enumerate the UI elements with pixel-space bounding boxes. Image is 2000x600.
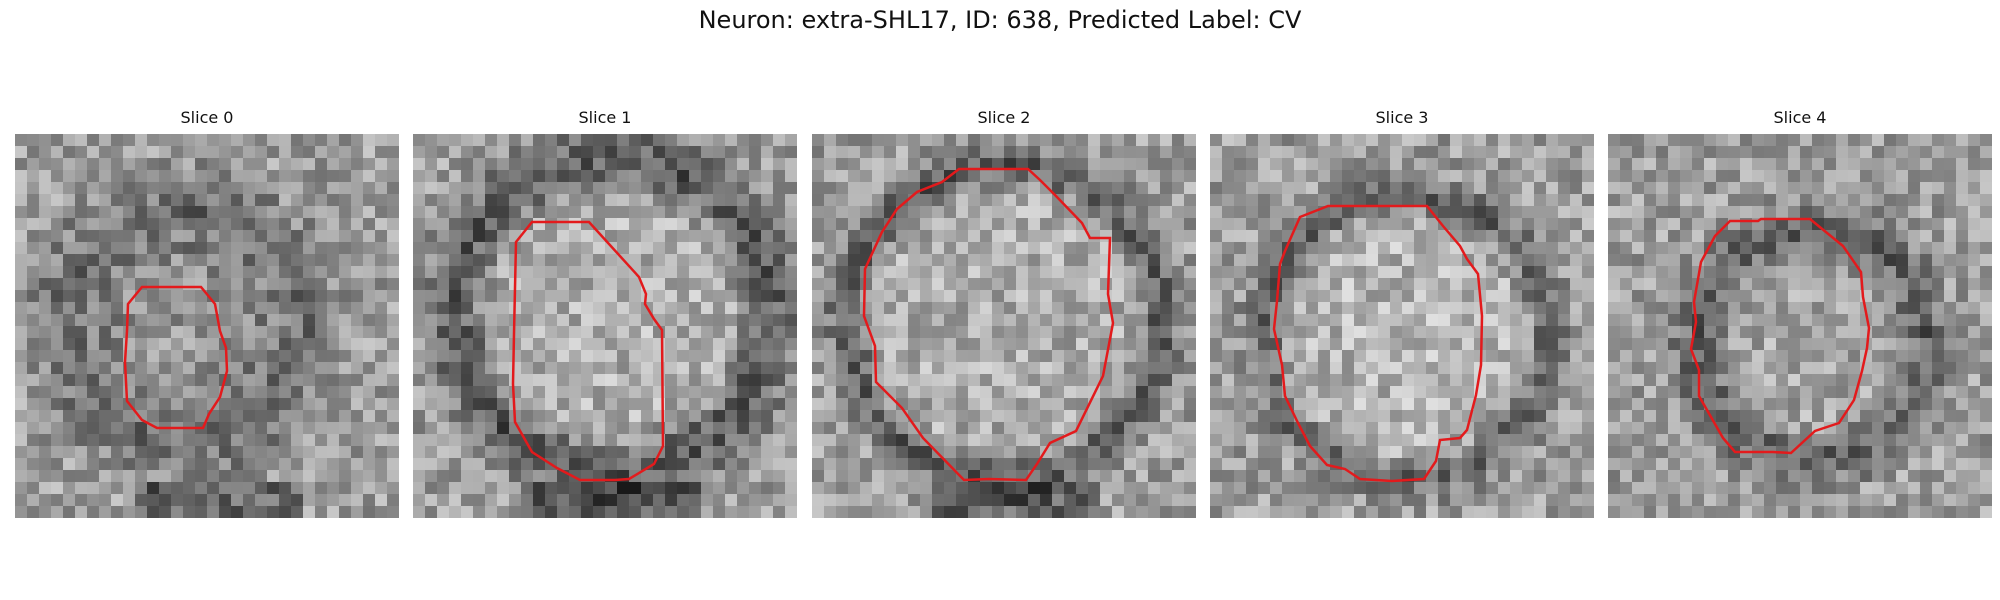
slice-panel-4: Slice 4 <box>1608 108 1992 520</box>
pixel-grid <box>812 134 1196 518</box>
contour-outline <box>862 167 1115 482</box>
slice-panel-2: Slice 2 <box>812 108 1196 520</box>
slice-title: Slice 4 <box>1773 108 1827 127</box>
slice-title: Slice 1 <box>578 108 632 127</box>
slice-image <box>1608 134 1992 518</box>
pixel-grid <box>413 134 797 518</box>
slice-panel-3: Slice 3 <box>1210 108 1594 520</box>
contour-outline <box>1272 204 1484 483</box>
slice-panel-1: Slice 1 <box>413 108 797 520</box>
pixel-grid <box>15 134 399 518</box>
slice-title: Slice 2 <box>977 108 1031 127</box>
slice-image <box>413 134 797 518</box>
slice-title: Slice 0 <box>180 108 234 127</box>
slice-panel-0: Slice 0 <box>15 108 399 520</box>
slice-title: Slice 3 <box>1375 108 1429 127</box>
pixel-grid <box>1608 134 1992 518</box>
contour-outline <box>511 220 665 482</box>
slice-image <box>15 134 399 518</box>
contour-outline <box>1689 217 1871 455</box>
pixel-grid <box>1210 134 1594 518</box>
contour-outline <box>123 285 229 430</box>
slice-image <box>1210 134 1594 518</box>
figure-title: Neuron: extra-SHL17, ID: 638, Predicted … <box>698 6 1302 34</box>
slice-image <box>812 134 1196 518</box>
